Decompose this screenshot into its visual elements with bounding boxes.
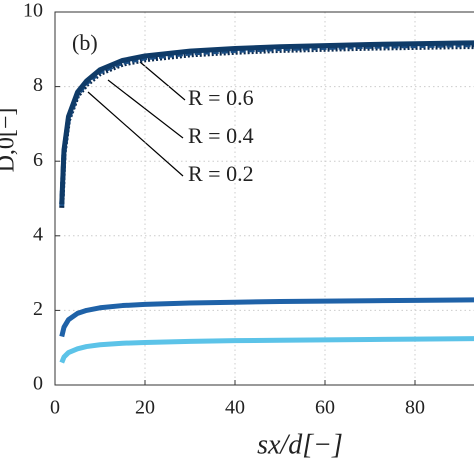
x-tick-label: 80 (405, 397, 425, 419)
series-line (59, 42, 474, 207)
leader-line (107, 79, 184, 139)
series-line (59, 44, 474, 208)
y-tick-label: 4 (33, 223, 43, 245)
x-tick-label: 60 (315, 397, 335, 419)
x-axis-label: sx/d[−] (257, 429, 343, 460)
leader-line (139, 61, 186, 101)
annotation: R = 0.4 (188, 123, 254, 148)
series-line (59, 297, 474, 338)
series-line (59, 336, 474, 364)
y-tick-label: 2 (33, 298, 43, 320)
series-line (59, 40, 474, 205)
x-tick-label: 0 (50, 397, 60, 419)
y-tick-label: 10 (23, 0, 43, 22)
x-tick-label: 40 (225, 397, 245, 419)
y-axis-label: D,0[−] (0, 108, 20, 173)
y-tick-label: 0 (33, 373, 43, 395)
leader-line (87, 91, 184, 177)
panel-label: (b) (72, 30, 98, 55)
y-tick-label: 6 (33, 149, 43, 171)
plot-frame (54, 11, 474, 386)
y-tick-label: 8 (33, 74, 43, 96)
annotation: R = 0.6 (188, 85, 254, 110)
annotation: R = 0.2 (188, 161, 254, 186)
x-tick-label: 20 (135, 397, 155, 419)
